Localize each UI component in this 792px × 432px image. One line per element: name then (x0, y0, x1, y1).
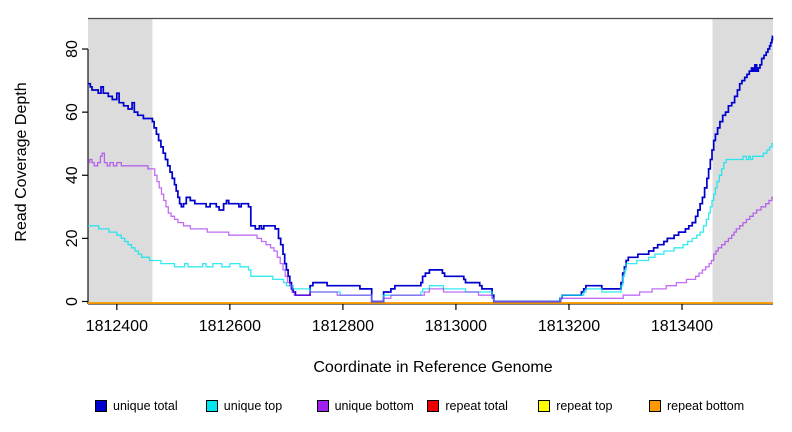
x-tick-label: 1812400 (86, 318, 148, 335)
legend-label-repeat-top: repeat top (556, 399, 613, 413)
legend-item-repeat-total: repeat total (427, 399, 508, 413)
x-tick-label: 1813000 (425, 318, 487, 335)
legend-swatch-repeat-bottom (649, 400, 661, 412)
legend-swatch-unique-top (205, 400, 218, 412)
y-tick-label: 60 (64, 103, 81, 121)
shaded-region (712, 18, 773, 303)
series-line-unique-total (88, 35, 774, 303)
shaded-region (88, 18, 153, 303)
series-line-unique-bottom (88, 152, 773, 303)
coverage-plot: 1812400 1812600 1812800 1813000 1813200 18134… (13, 17, 774, 376)
x-tick-label: 1812600 (199, 318, 261, 335)
plot-area: 1812400 1812600 1812800 1813000 1813200 18134… (64, 17, 774, 335)
legend-swatch-unique-total (95, 400, 107, 412)
legend-item-unique-top: unique top (205, 399, 283, 413)
y-tick-label: 0 (64, 297, 81, 306)
legend-label-repeat-bottom: repeat bottom (667, 399, 745, 413)
y-tick-label: 20 (64, 229, 81, 247)
legend-label-unique-bottom: unique bottom (334, 399, 414, 413)
legend-swatch-unique-bottom (316, 400, 329, 412)
legend-label-unique-top: unique top (223, 399, 283, 413)
legend-label-unique-total: unique total (113, 399, 178, 413)
y-axis-title: Read Coverage Depth (13, 82, 30, 241)
legend-swatch-repeat-top (538, 400, 551, 412)
legend-label-repeat-total: repeat total (445, 399, 508, 413)
legend-item-unique-total: unique total (95, 399, 178, 413)
legend-item-unique-bottom: unique bottom (316, 399, 414, 413)
legend-item-repeat-top: repeat top (538, 399, 612, 413)
x-axis-title: Coordinate in Reference Genome (313, 359, 552, 376)
series-line-unique-top (88, 143, 773, 303)
x-tick-label: 1813200 (538, 318, 600, 335)
y-tick-label: 40 (64, 166, 81, 184)
x-tick-label: 1813400 (651, 318, 713, 335)
x-tick-label: 1812800 (312, 318, 374, 335)
legend-swatch-repeat-total (427, 400, 440, 412)
legend-item-repeat-bottom: repeat bottom (649, 399, 744, 413)
y-tick-label: 80 (64, 40, 81, 58)
